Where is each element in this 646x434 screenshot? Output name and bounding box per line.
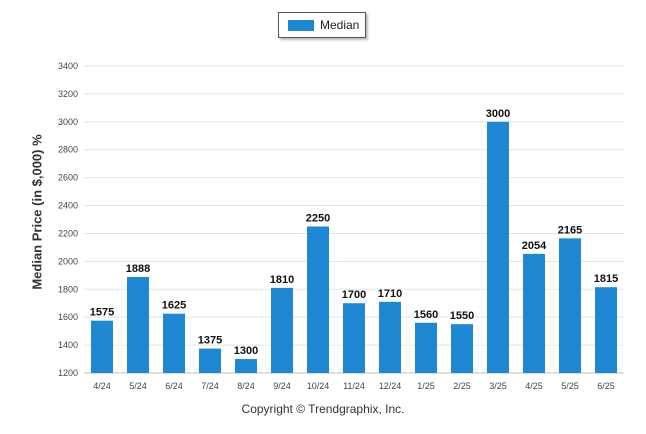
x-tick-label: 4/24 (93, 381, 111, 391)
data-label: 3000 (486, 108, 510, 120)
x-tick-label: 3/25 (489, 381, 507, 391)
x-tick-label: 4/25 (525, 381, 543, 391)
y-tick-label: 1200 (58, 368, 78, 378)
x-tick-label: 12/24 (379, 381, 402, 391)
x-tick-label: 1/25 (417, 381, 435, 391)
copyright-text: Copyright © Trendgraphix, Inc. (241, 402, 405, 416)
y-tick-label: 2400 (58, 201, 78, 211)
y-axis-title: Median Price (in $,000) % (29, 134, 45, 290)
bar[interactable] (559, 238, 581, 373)
y-tick-label: 2600 (58, 173, 78, 183)
data-label: 1300 (234, 345, 258, 357)
data-label: 1375 (198, 335, 222, 347)
data-label: 1700 (342, 289, 366, 301)
data-label: 2165 (558, 224, 582, 236)
bar[interactable] (235, 359, 257, 373)
x-tick-label: 2/25 (453, 381, 471, 391)
x-tick-label: 10/24 (307, 381, 330, 391)
bar[interactable] (523, 253, 545, 373)
bar[interactable] (199, 348, 221, 373)
bar[interactable] (307, 226, 329, 373)
y-tick-label: 2800 (58, 145, 78, 155)
bar[interactable] (163, 313, 185, 373)
bar[interactable] (451, 324, 473, 373)
data-label: 1625 (162, 300, 186, 312)
data-label: 1560 (414, 309, 438, 321)
y-tick-label: 3000 (58, 117, 78, 127)
legend-swatch-median (288, 19, 314, 31)
y-tick-label: 1800 (58, 284, 78, 294)
y-tick-label: 2200 (58, 228, 78, 238)
data-label: 1710 (378, 288, 402, 300)
x-tick-label: 6/25 (597, 381, 615, 391)
bar[interactable] (343, 303, 365, 373)
data-label: 2054 (522, 240, 547, 252)
y-tick-label: 1600 (58, 312, 78, 322)
y-tick-label: 3400 (58, 61, 78, 71)
x-tick-label: 5/25 (561, 381, 579, 391)
data-label: 1815 (594, 273, 618, 285)
bar[interactable] (595, 287, 617, 373)
y-tick-label: 3200 (58, 89, 78, 99)
y-tick-label: 2000 (58, 256, 78, 266)
bar[interactable] (271, 287, 293, 373)
data-label: 1888 (126, 263, 150, 275)
data-label: 1550 (450, 310, 474, 322)
x-tick-label: 6/24 (165, 381, 183, 391)
x-tick-label: 7/24 (201, 381, 219, 391)
data-label: 2250 (306, 212, 330, 224)
bar[interactable] (91, 320, 113, 373)
bar[interactable] (127, 276, 149, 373)
bar[interactable] (415, 322, 437, 373)
y-tick-label: 1400 (58, 340, 78, 350)
legend[interactable]: Median (278, 12, 366, 38)
data-label: 1810 (270, 274, 294, 286)
x-tick-label: 8/24 (237, 381, 255, 391)
data-label: 1575 (90, 307, 114, 319)
legend-label-median: Median (320, 18, 360, 32)
x-tick-label: 5/24 (129, 381, 147, 391)
bar[interactable] (487, 121, 509, 374)
bar[interactable] (379, 301, 401, 373)
x-tick-label: 9/24 (273, 381, 291, 391)
x-tick-label: 11/24 (343, 381, 365, 391)
